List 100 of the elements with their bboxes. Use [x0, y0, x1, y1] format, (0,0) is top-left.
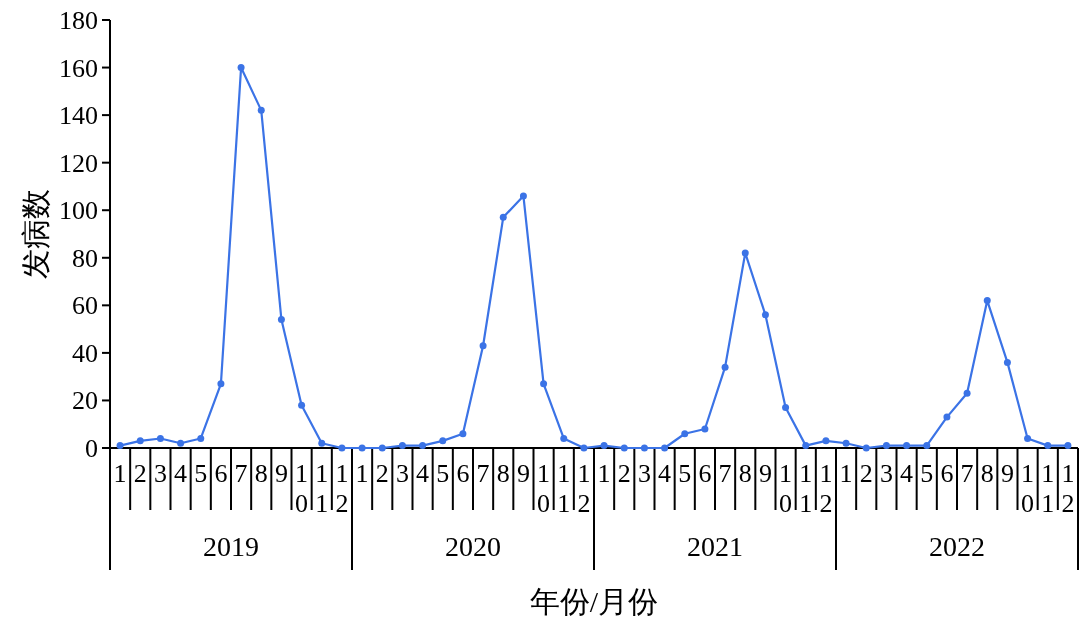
- point: [802, 442, 810, 450]
- point: [1024, 434, 1032, 442]
- x-tick-label: 7: [960, 459, 974, 488]
- y-axis-title: 发病数: [19, 189, 52, 279]
- x-tick-label: 12: [335, 459, 349, 518]
- x-tick-label: 4: [416, 459, 430, 488]
- point: [217, 380, 225, 388]
- x-tick-label: 6: [698, 459, 712, 488]
- point: [358, 444, 366, 452]
- y-tick-label: 140: [59, 101, 98, 131]
- point: [459, 430, 467, 438]
- x-tick-label: 8: [254, 459, 268, 488]
- y-tick-label: 100: [59, 196, 98, 226]
- point: [177, 439, 185, 447]
- y-tick-label: 60: [72, 291, 98, 321]
- point: [277, 316, 285, 324]
- point: [721, 363, 729, 371]
- x-tick-label: 2: [617, 459, 631, 488]
- point: [882, 442, 890, 450]
- point: [600, 442, 608, 450]
- x-tick-label: 3: [637, 459, 651, 488]
- x-tick-label: 10: [1021, 459, 1035, 518]
- x-tick-label: 3: [395, 459, 409, 488]
- point: [156, 434, 164, 442]
- point: [298, 401, 306, 409]
- point: [842, 439, 850, 447]
- point: [903, 442, 911, 450]
- x-tick-label: 4: [658, 459, 672, 488]
- x-tick-label: 11: [315, 459, 329, 518]
- point: [519, 192, 527, 200]
- y-tick-label: 120: [59, 148, 98, 178]
- x-tick-label: 7: [718, 459, 732, 488]
- x-tick-label: 10: [779, 459, 793, 518]
- point: [1064, 442, 1072, 450]
- x-tick-label: 1 2: [1061, 459, 1075, 518]
- y-tick-label: 0: [85, 434, 98, 463]
- x-tick-label: 6: [214, 459, 228, 488]
- y-tick-label: 80: [72, 243, 98, 273]
- x-tick-label: 11: [1041, 459, 1055, 518]
- text: 2020: [445, 531, 501, 562]
- point: [560, 434, 568, 442]
- point: [862, 444, 870, 452]
- point: [782, 404, 790, 412]
- x-tick-label: 9: [274, 459, 288, 488]
- x-tick-label: 4: [174, 459, 188, 488]
- x-axis-title: 年份/月份: [529, 585, 659, 618]
- point: [116, 442, 124, 450]
- x-tick-label: 1: [839, 459, 853, 488]
- point: [620, 444, 628, 452]
- point: [983, 297, 991, 305]
- point: [398, 442, 406, 450]
- x-tick-label: 6: [456, 459, 470, 488]
- x-tick-label: 8: [980, 459, 994, 488]
- point: [499, 213, 507, 221]
- x-tick-label: 2: [859, 459, 873, 488]
- x-tick-label: 9: [758, 459, 772, 488]
- point: [197, 434, 205, 442]
- text: 2019: [203, 531, 259, 562]
- x-tick-label: 12: [577, 459, 591, 518]
- point: [1003, 358, 1011, 366]
- x-tick-label: 7: [234, 459, 248, 488]
- point: [237, 64, 245, 72]
- point: [580, 444, 588, 452]
- point: [419, 442, 427, 450]
- y-tick-label: 180: [59, 6, 98, 35]
- point: [661, 444, 669, 452]
- point: [761, 311, 769, 319]
- x-tick-label: 4: [900, 459, 914, 488]
- x-tick-label: 1 2: [819, 459, 833, 518]
- x-tick-label: 8: [496, 459, 510, 488]
- point: [681, 430, 689, 438]
- point: [822, 437, 830, 445]
- text: 2022: [929, 531, 985, 562]
- point: [479, 342, 487, 350]
- point: [741, 249, 749, 257]
- y-tick-label: 20: [72, 386, 98, 416]
- x-tick-label: 9: [1000, 459, 1014, 488]
- x-tick-label: 1: [113, 459, 127, 488]
- x-tick-label: 10: [537, 459, 551, 518]
- point: [338, 444, 346, 452]
- point: [943, 413, 951, 421]
- text: 2021: [687, 531, 743, 562]
- point: [540, 380, 548, 388]
- point: [963, 389, 971, 397]
- point: [439, 437, 447, 445]
- x-tick-label: 5: [436, 459, 450, 488]
- x-tick-label: 1: [597, 459, 611, 488]
- x-tick-label: 5: [920, 459, 934, 488]
- x-tick-label: 3: [879, 459, 893, 488]
- point: [378, 444, 386, 452]
- y-tick-label: 40: [72, 338, 98, 368]
- y-tick-label: 160: [59, 53, 98, 83]
- x-tick-label: 1: [355, 459, 369, 488]
- x-tick-label: 5: [194, 459, 208, 488]
- x-tick-label: 2: [375, 459, 389, 488]
- point: [318, 439, 326, 447]
- point: [923, 442, 931, 450]
- x-tick-label: 5: [678, 459, 692, 488]
- x-tick-label: 10: [295, 459, 309, 518]
- x-tick-label: 3: [153, 459, 167, 488]
